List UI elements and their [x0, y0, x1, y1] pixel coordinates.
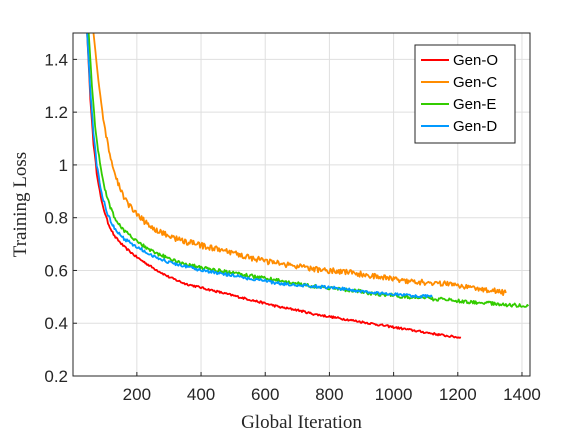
legend-label: Gen-D — [453, 118, 497, 135]
y-tick-label: 1.2 — [44, 103, 68, 122]
y-tick-label: 0.2 — [44, 367, 68, 386]
plot-frame — [72, 32, 531, 377]
y-tick-label: 0.8 — [44, 209, 68, 228]
legend-label: Gen-C — [453, 74, 497, 91]
x-tick-label: 200 — [123, 385, 151, 404]
y-tick-label: 1.4 — [44, 50, 68, 69]
y-tick-label: 0.6 — [44, 261, 68, 280]
series-line-gen-c — [92, 33, 507, 297]
x-tick-label: 1200 — [439, 385, 477, 404]
series-line-gen-d — [86, 33, 433, 299]
y-axis: 0.2 0.4 0.6 0.8 1 1.2 1.4 — [44, 50, 77, 386]
x-tick-label: 600 — [251, 385, 279, 404]
x-tick-label: 800 — [315, 385, 343, 404]
series-line-gen-o — [86, 33, 462, 339]
legend-label: Gen-O — [453, 52, 498, 69]
x-tick-label: 400 — [187, 385, 215, 404]
x-axis: 200 400 600 800 1000 1200 1400 — [123, 372, 541, 404]
legend: Gen-O Gen-C Gen-E Gen-D — [414, 44, 516, 144]
x-axis-label: Global Iteration — [241, 412, 362, 433]
series-lines — [86, 33, 530, 339]
x-tick-label: 1000 — [375, 385, 413, 404]
legend-label: Gen-E — [453, 96, 496, 113]
y-axis-label: Training Loss — [10, 152, 31, 257]
y-tick-label: 1 — [59, 156, 68, 175]
x-tick-label: 1400 — [503, 385, 541, 404]
y-tick-label: 0.4 — [44, 314, 68, 333]
